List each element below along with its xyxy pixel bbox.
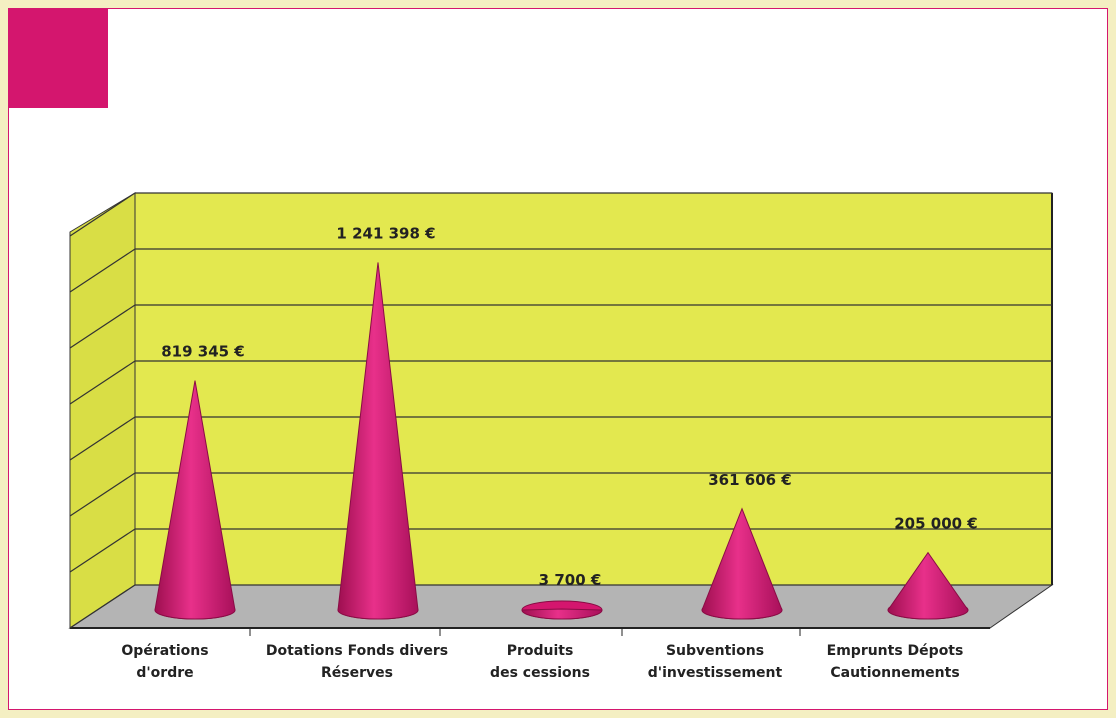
value-label: 3 700 € (539, 571, 602, 589)
x-tick-label: Dotations Fonds divers Réserves (265, 643, 449, 681)
cone (521, 600, 603, 620)
side-grid-line (69, 416, 136, 461)
side-grid-line (69, 304, 136, 349)
side-grid-line (69, 528, 136, 573)
value-label: 1 241 398 € (336, 224, 435, 242)
side-grid-line (69, 584, 136, 629)
side-grid-line (69, 472, 136, 517)
value-label: 361 606 € (708, 471, 792, 489)
x-tick-label: Emprunts Dépots Cautionnements (826, 643, 964, 681)
cone-body (521, 608, 603, 620)
x-tick-label: Opérations d'ordre (121, 643, 209, 681)
side-grid-line (69, 248, 136, 293)
side-grid-line (69, 192, 136, 237)
cone-body (887, 551, 969, 620)
cone-body (154, 380, 236, 620)
x-tick-label: Produits des cessions (490, 643, 590, 681)
cone-body (337, 262, 419, 620)
value-label: 205 000 € (894, 515, 978, 533)
cone-body (701, 507, 783, 620)
value-label: 819 345 € (161, 343, 245, 361)
cone (154, 380, 236, 620)
side-wall (69, 192, 136, 629)
cone (337, 262, 419, 620)
cone (701, 507, 783, 620)
corner-square (8, 8, 108, 108)
x-tick-label: Subventions d'investissement (647, 643, 783, 681)
side-grid-line (69, 360, 136, 405)
cone (887, 551, 969, 620)
